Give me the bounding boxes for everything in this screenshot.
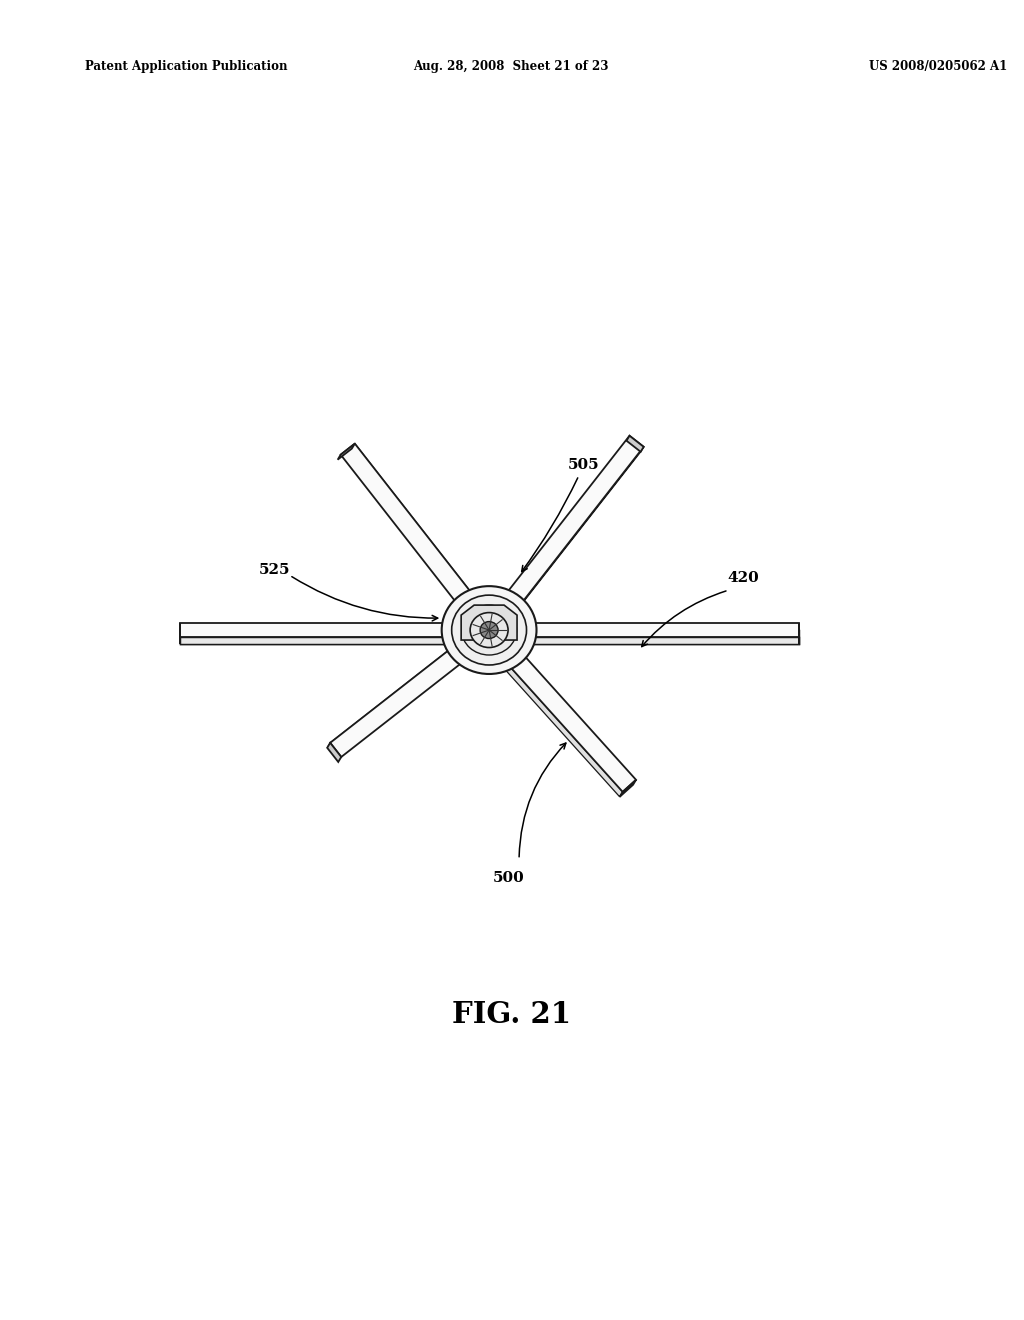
Polygon shape <box>330 623 495 756</box>
Polygon shape <box>179 638 799 644</box>
Text: 525: 525 <box>259 564 290 577</box>
Polygon shape <box>338 444 355 459</box>
Polygon shape <box>352 444 497 630</box>
Ellipse shape <box>452 595 526 665</box>
Text: Aug. 28, 2008  Sheet 21 of 23: Aug. 28, 2008 Sheet 21 of 23 <box>414 59 609 73</box>
Polygon shape <box>179 630 799 644</box>
Ellipse shape <box>480 622 498 639</box>
Text: US 2008/0205062 A1: US 2008/0205062 A1 <box>869 59 1008 73</box>
Polygon shape <box>494 446 644 640</box>
Text: FIG. 21: FIG. 21 <box>452 999 570 1028</box>
Polygon shape <box>461 605 517 640</box>
Polygon shape <box>328 743 341 762</box>
Polygon shape <box>341 444 497 636</box>
Polygon shape <box>620 780 636 797</box>
Ellipse shape <box>441 586 537 675</box>
Polygon shape <box>328 623 483 748</box>
Text: 505: 505 <box>568 458 600 473</box>
Text: 500: 500 <box>494 871 525 884</box>
Ellipse shape <box>462 605 516 655</box>
Polygon shape <box>627 436 644 451</box>
Text: Patent Application Publication: Patent Application Publication <box>85 59 288 73</box>
Polygon shape <box>482 436 644 636</box>
Polygon shape <box>479 636 623 797</box>
Text: 420: 420 <box>728 572 760 585</box>
Polygon shape <box>482 624 636 792</box>
Ellipse shape <box>470 612 508 648</box>
Polygon shape <box>179 623 799 638</box>
